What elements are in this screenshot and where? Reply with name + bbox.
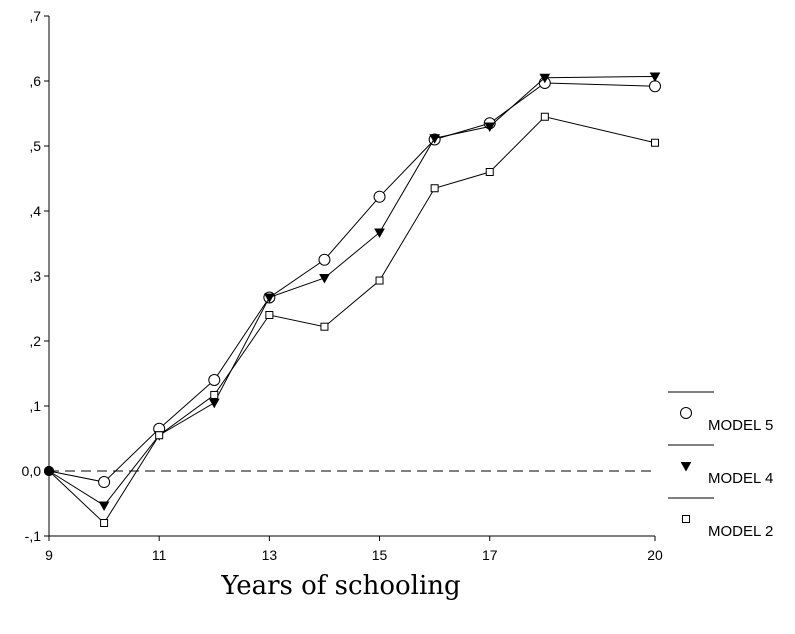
- series-model-2: [44, 112, 659, 527]
- data-point-model-5: [98, 476, 111, 489]
- legend-label: MODEL 4: [708, 470, 773, 487]
- legend-label: MODEL 2: [708, 523, 773, 540]
- y-tick-label: ,1: [29, 398, 41, 414]
- data-point-model-5: [318, 253, 331, 266]
- x-axis-title: Years of schooling: [220, 571, 460, 601]
- data-point-model-4: [208, 398, 220, 409]
- data-point-model-2: [430, 184, 439, 193]
- data-point-model-4: [319, 273, 330, 284]
- data-point-model-2: [375, 276, 384, 285]
- data-point-model-2: [265, 311, 274, 319]
- x-tick-label: 11: [152, 547, 167, 563]
- series-model-4: [44, 72, 661, 511]
- data-point-model-2: [485, 168, 494, 176]
- y-tick-label: 0,0: [22, 463, 42, 479]
- data-point-model-2: [540, 112, 549, 121]
- legend-marker-model-5: [680, 407, 692, 419]
- legend-item-model-2: MODEL 2: [668, 497, 773, 540]
- y-tick-label: ,2: [29, 333, 41, 349]
- y-tick-label: ,6: [29, 73, 41, 89]
- y-tick-label: ,5: [29, 138, 41, 154]
- data-point-model-4: [484, 122, 496, 133]
- data-point-model-2: [100, 519, 109, 527]
- y-tick-label: ,4: [29, 203, 41, 219]
- y-tick-label: ,3: [29, 268, 41, 284]
- legend-item-model-4: MODEL 4: [668, 444, 773, 487]
- x-tick-label: 20: [647, 547, 663, 563]
- data-point-model-4: [98, 501, 110, 511]
- data-point-model-2: [44, 466, 54, 476]
- series-line-model-5: [48, 82, 656, 483]
- axes: [48, 16, 655, 537]
- data-point-model-5: [649, 80, 661, 93]
- data-point-model-5: [373, 190, 386, 203]
- legend-item-model-5: MODEL 5: [668, 391, 773, 434]
- x-tick-label: 17: [482, 547, 498, 563]
- series-line-model-2: [48, 116, 656, 524]
- legend-marker-model-4: [680, 462, 692, 472]
- data-point-model-4: [264, 293, 275, 303]
- x-tick-label: 9: [45, 547, 53, 563]
- data-point-model-2: [210, 390, 219, 399]
- series-line-model-4: [48, 75, 656, 507]
- data-point-model-2: [320, 322, 329, 331]
- x-tick-label: 15: [372, 547, 388, 563]
- legend-marker-model-2: [682, 515, 690, 523]
- series-model-5: [44, 76, 661, 489]
- data-point-model-4: [374, 228, 385, 238]
- series-lines: [44, 72, 661, 527]
- legend: MODEL 5 MODEL 4 MODEL 2: [668, 391, 773, 540]
- data-point-model-2: [155, 431, 164, 440]
- y-tick-label: ,7: [29, 8, 41, 24]
- data-point-model-4: [429, 134, 440, 144]
- data-point-model-5: [208, 374, 221, 386]
- y-tick-label: -,1: [25, 528, 42, 544]
- legend-label: MODEL 5: [708, 417, 773, 434]
- data-point-model-4: [539, 73, 551, 84]
- data-point-model-4: [649, 72, 661, 82]
- tick-labels: -,1 0,0 ,1 ,2 ,3 ,4 ,5 ,6 ,7 9 11 13 15 17 20: [22, 8, 663, 563]
- data-point-model-2: [651, 138, 659, 147]
- x-tick-label: 13: [262, 547, 278, 563]
